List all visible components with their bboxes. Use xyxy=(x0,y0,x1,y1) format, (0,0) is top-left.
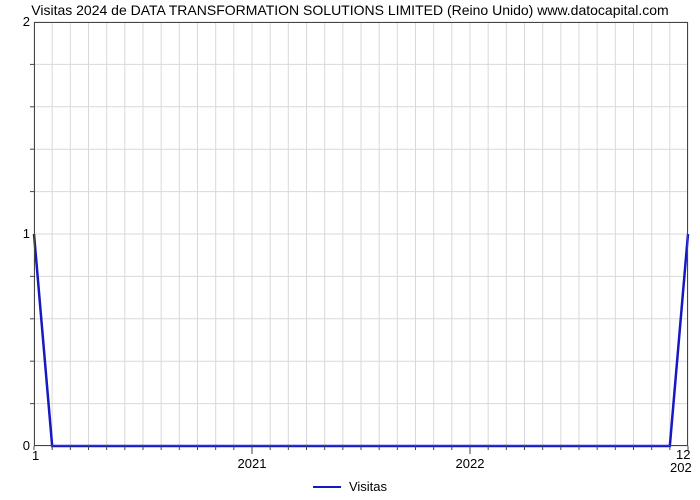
y-axis-label: 0 xyxy=(6,438,30,453)
x-axis-end-lower-label: 202 xyxy=(670,460,692,475)
legend-label: Visitas xyxy=(349,479,387,494)
chart-title: Visitas 2024 de DATA TRANSFORMATION SOLU… xyxy=(0,2,700,18)
chart-container: Visitas 2024 de DATA TRANSFORMATION SOLU… xyxy=(0,0,700,500)
x-axis-start-label: 1 xyxy=(32,448,39,463)
chart-legend: Visitas xyxy=(0,478,700,494)
chart-plot-area xyxy=(34,22,688,446)
y-axis-label: 2 xyxy=(6,14,30,29)
x-axis-label: 2021 xyxy=(238,456,267,471)
x-axis-label: 2022 xyxy=(456,456,485,471)
legend-swatch xyxy=(313,486,341,488)
y-axis-label: 1 xyxy=(6,226,30,241)
